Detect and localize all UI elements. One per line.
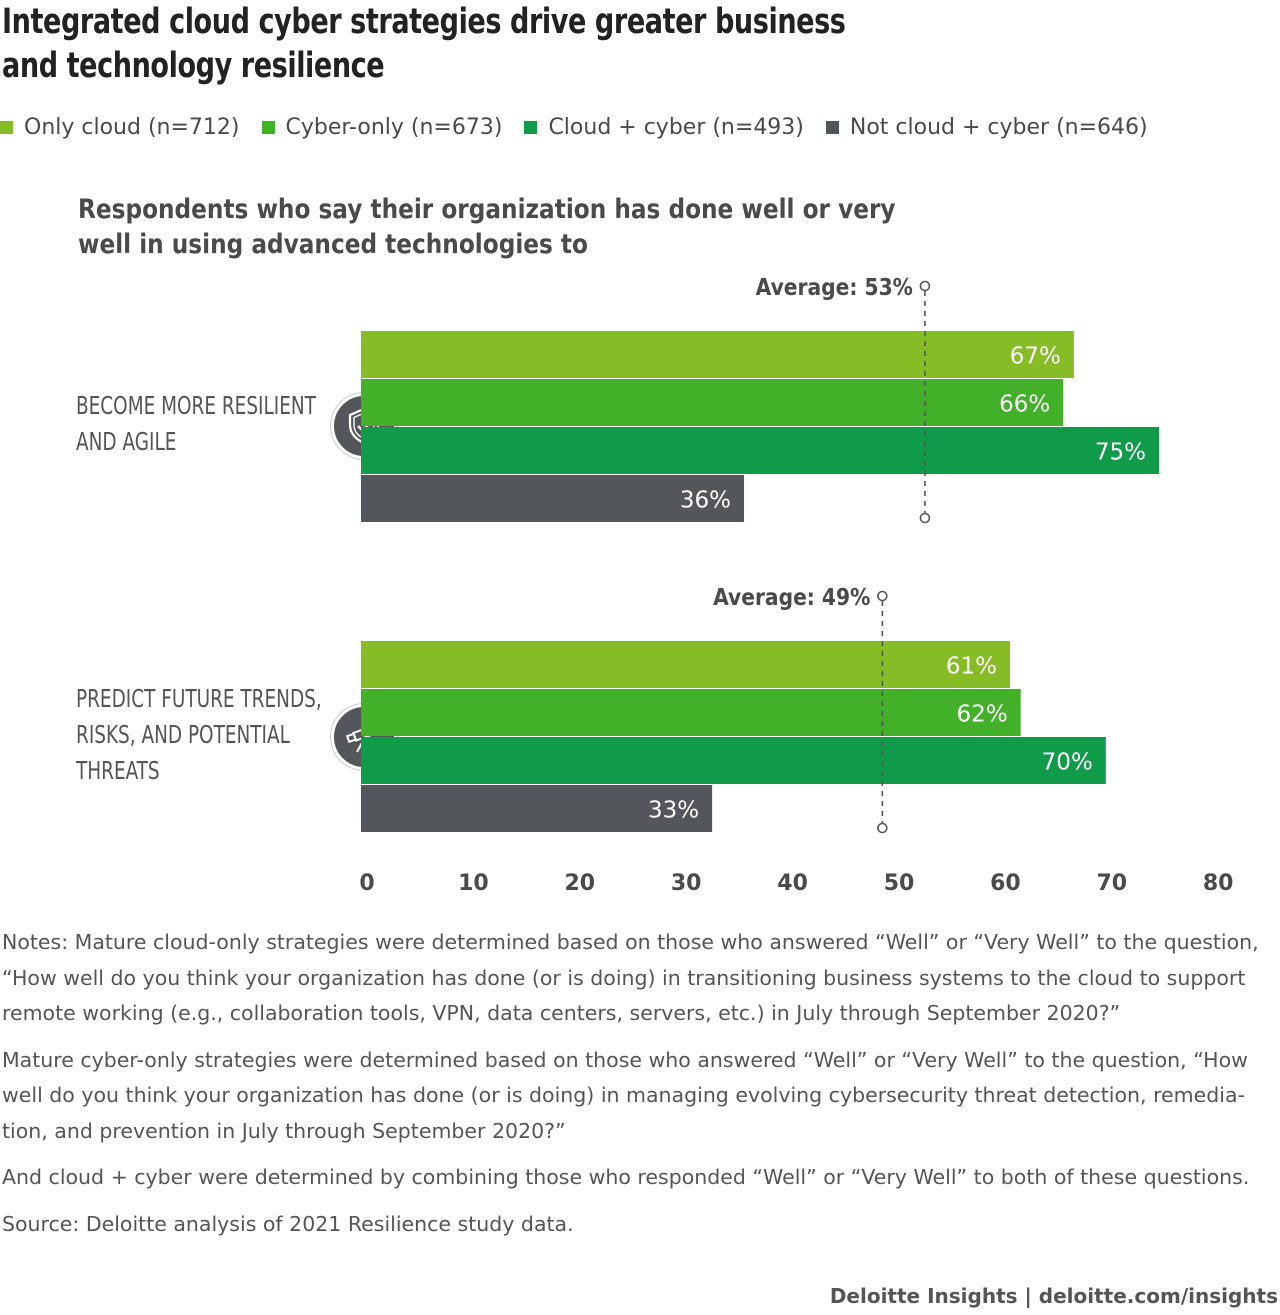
legend-swatch bbox=[524, 120, 538, 134]
average-marker-top bbox=[877, 590, 888, 602]
bar-value-label: 33% bbox=[648, 798, 699, 824]
average-marker-bottom bbox=[877, 822, 888, 834]
legend-label: Not cloud + cyber (n=646) bbox=[849, 114, 1148, 140]
average-label: Average: 53% bbox=[756, 275, 914, 302]
legend-item-cloud-cyber: Cloud + cyber (n=493) bbox=[524, 114, 804, 140]
notes: Notes: Mature cloud-only strategies were… bbox=[2, 925, 1267, 1253]
x-tick-label: 0 bbox=[359, 871, 374, 896]
average-marker-top bbox=[919, 280, 931, 292]
bar-value-label: 75% bbox=[1095, 440, 1146, 466]
legend-item-cyber-only: Cyber-only (n=673) bbox=[261, 114, 503, 140]
note-cloud-only: Notes: Mature cloud-only strategies were… bbox=[2, 930, 1259, 1025]
legend-swatch bbox=[825, 120, 839, 134]
note-cloud-cyber: And cloud + cyber were determined by com… bbox=[2, 1165, 1250, 1189]
legend-swatch bbox=[261, 120, 275, 134]
bar-value-label: 61% bbox=[946, 654, 997, 680]
note-cyber-only: Mature cyber-only strategies were determ… bbox=[2, 1047, 1248, 1143]
average-label: Average: 49% bbox=[713, 585, 871, 612]
bar-value-label: 70% bbox=[1042, 750, 1093, 776]
x-tick-label: 10 bbox=[458, 871, 489, 896]
category-label-resilient: Become more resilient and agile bbox=[76, 391, 316, 456]
x-tick-label: 40 bbox=[777, 871, 808, 896]
footer-credit: Deloitte Insights | deloitte.com/insight… bbox=[829, 1284, 1278, 1308]
x-tick-label: 50 bbox=[884, 871, 915, 896]
bar-value-label: 66% bbox=[999, 392, 1050, 418]
bar bbox=[361, 785, 713, 832]
chart-title: Integrated cloud cyber strategies drive … bbox=[2, 2, 846, 86]
bar bbox=[361, 379, 1064, 426]
x-tick-label: 70 bbox=[1096, 871, 1127, 896]
bar bbox=[361, 331, 1074, 378]
bar bbox=[361, 475, 745, 522]
x-tick-label: 20 bbox=[564, 871, 595, 896]
legend-label: Cyber-only (n=673) bbox=[285, 114, 503, 140]
chart-subtitle: Respondents who say their organization h… bbox=[78, 194, 896, 260]
legend-item-not-cloud-cyber: Not cloud + cyber (n=646) bbox=[825, 114, 1148, 140]
bar-value-label: 62% bbox=[957, 702, 1008, 728]
bar bbox=[361, 689, 1021, 736]
legend-item-only-cloud: Only cloud (n=712) bbox=[0, 115, 240, 140]
bar bbox=[361, 427, 1159, 474]
bar-value-label: 67% bbox=[1010, 344, 1061, 370]
source-note: Source: Deloitte analysis of 2021 Resili… bbox=[2, 1211, 574, 1236]
average-marker-bottom bbox=[919, 512, 931, 524]
bar-value-label: 36% bbox=[680, 488, 731, 514]
x-tick-label: 80 bbox=[1203, 871, 1234, 896]
bar bbox=[361, 641, 1011, 688]
x-tick-label: 30 bbox=[671, 871, 702, 896]
legend-label: Only cloud (n=712) bbox=[24, 114, 240, 140]
bar-chart: 67% 66% 75% 36% Average: 53% 61% 62% 70% 33% Aver… bbox=[359, 275, 1234, 896]
bar bbox=[361, 737, 1106, 784]
category-label-predict: Predict future trends, risks, and potent… bbox=[76, 684, 322, 785]
x-tick-label: 60 bbox=[990, 871, 1021, 896]
legend: Only cloud (n=712) Cyber-only (n=673) Cl… bbox=[0, 112, 1170, 142]
legend-label: Cloud + cyber (n=493) bbox=[548, 114, 804, 140]
legend-swatch bbox=[0, 120, 13, 134]
